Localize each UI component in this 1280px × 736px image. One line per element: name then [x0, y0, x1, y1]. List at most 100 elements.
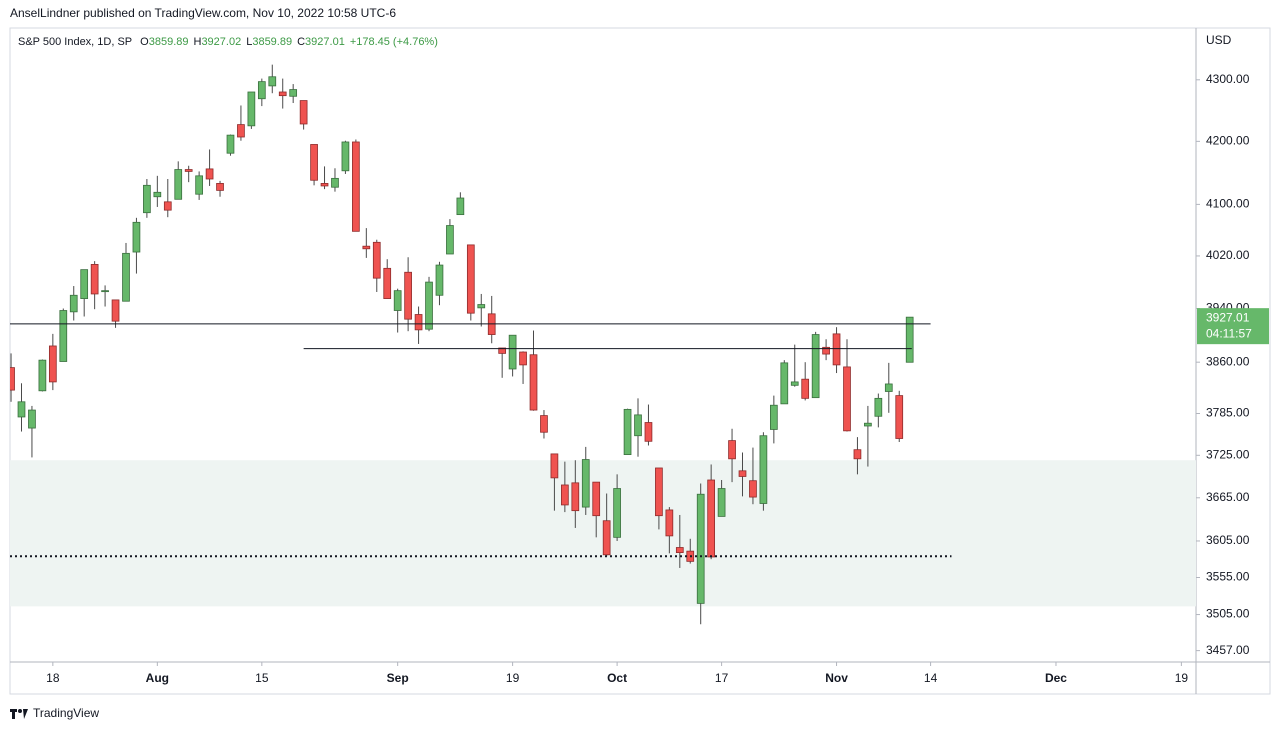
candle-down [310, 144, 318, 181]
ohlc-value: 3859.89 [252, 36, 292, 48]
x-tick-label: 17 [715, 671, 729, 685]
x-tick-label: Dec [1045, 671, 1067, 685]
candle-up [341, 141, 350, 172]
candle-down [404, 271, 412, 320]
candle-down [111, 299, 120, 322]
candle-down [237, 124, 245, 138]
candle-up [69, 294, 78, 313]
x-tick-label: 18 [46, 671, 60, 685]
ohlc-label: C [297, 36, 305, 48]
candle-up [790, 381, 799, 386]
candle-up [425, 281, 433, 330]
symbol-title: S&P 500 Index, 1D, SP [18, 36, 132, 48]
candle-up [143, 184, 151, 214]
last-price: 3927.01 [1206, 310, 1250, 324]
candle-down [832, 333, 841, 366]
candle-up [874, 397, 883, 417]
candle-down [665, 509, 674, 537]
x-tick-label: Nov [825, 671, 848, 685]
candle-down [749, 480, 757, 498]
candle-up [122, 252, 130, 302]
candle-up [247, 91, 256, 127]
candle-up [884, 383, 893, 392]
x-tick-label: Aug [146, 671, 169, 685]
candle-down [592, 481, 601, 517]
x-tick-label: Oct [607, 671, 627, 685]
candle-up [289, 89, 298, 97]
last-price-box [1197, 308, 1269, 345]
candle-down [205, 168, 214, 180]
x-tick-label: Sep [387, 671, 409, 685]
candle-up [717, 488, 726, 517]
y-tick-label: 4020.00 [1206, 248, 1250, 262]
candle-up [195, 175, 203, 195]
candle-down [895, 395, 904, 439]
countdown: 04:11:57 [1206, 326, 1252, 340]
candle-down [278, 91, 287, 97]
candle-down [184, 169, 193, 172]
frame [9, 27, 1271, 695]
ohlc-value: 3927.02 [201, 36, 241, 48]
candle-up [28, 409, 36, 429]
candle-up [446, 225, 454, 255]
y-tick-label: 3605.00 [1206, 533, 1250, 547]
candle-down [675, 547, 684, 554]
candle-down [519, 351, 527, 366]
candle-down [728, 440, 736, 460]
y-tick-label: 3860.00 [1206, 354, 1250, 368]
candle-down [550, 453, 559, 479]
ohlc-label: L [246, 36, 252, 48]
candle-up [508, 334, 517, 370]
candle-down [320, 183, 329, 187]
candle-down [90, 264, 99, 295]
candle-up [581, 459, 590, 508]
candle-up [331, 177, 339, 188]
candle-up [435, 264, 444, 296]
candle-up [101, 290, 109, 293]
y-tick-label: 3555.00 [1206, 570, 1250, 584]
candle-up [80, 269, 89, 299]
candle-up [623, 408, 632, 456]
candle-up [17, 401, 26, 418]
candle-down [707, 479, 715, 558]
candle-up [905, 316, 914, 363]
ohlc-label: H [193, 36, 201, 48]
candle-down [822, 346, 830, 355]
candle-up [634, 414, 642, 437]
candle-down [843, 366, 851, 432]
x-tick-label: 19 [1175, 671, 1189, 685]
candle-down [48, 345, 57, 383]
candle-down [216, 183, 224, 191]
candle-up [132, 221, 141, 253]
candle-down [655, 467, 663, 517]
candle-up [393, 290, 402, 311]
candle-up [811, 334, 820, 399]
candle-up [456, 197, 465, 216]
candle-up [477, 304, 486, 309]
candle-up [59, 310, 68, 362]
ohlc-value: 3859.89 [149, 36, 189, 48]
change: +178.45 (+4.76%) [350, 36, 438, 48]
candle-up [780, 362, 789, 405]
y-tick-label: 3725.00 [1206, 447, 1250, 461]
x-tick-label: 19 [506, 671, 520, 685]
candle-up [268, 76, 277, 87]
y-tick-label: 4300.00 [1206, 72, 1250, 86]
candle-up [613, 488, 621, 538]
y-tick-label: 3665.00 [1206, 490, 1250, 504]
candle-down [10, 367, 15, 391]
candle-up [864, 422, 872, 427]
x-tick-label: 15 [255, 671, 269, 685]
candle-down [571, 482, 580, 512]
candle-down [561, 484, 569, 506]
candle-down [738, 470, 747, 477]
candle-down [362, 245, 371, 250]
candle-up [769, 404, 778, 430]
candle-down [644, 422, 653, 442]
candle-up [174, 169, 183, 200]
y-tick-label: 3785.00 [1206, 406, 1250, 420]
ohlc-label: O [140, 36, 149, 48]
candle-up [38, 359, 47, 392]
